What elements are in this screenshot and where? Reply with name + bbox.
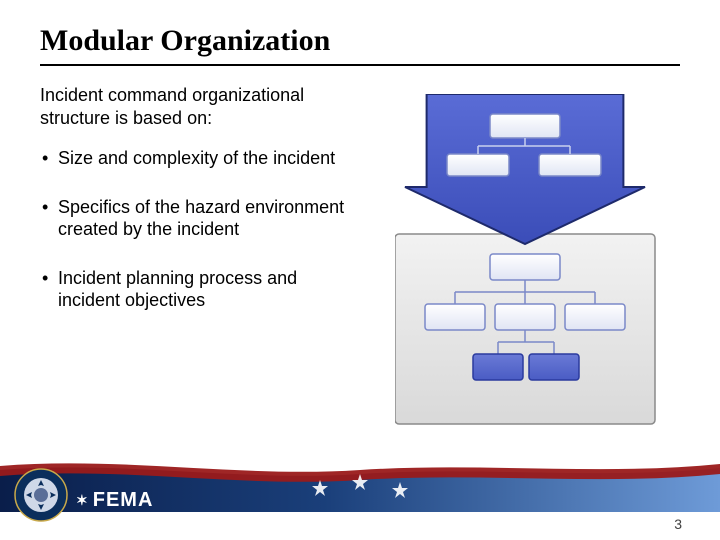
- bullet-item: Specifics of the hazard environment crea…: [40, 196, 360, 241]
- org-chart-graphic: [395, 94, 665, 434]
- fema-logo: ✶ FEMA: [76, 489, 153, 512]
- graphic-column: [380, 84, 680, 434]
- slide: Modular Organization Incident command or…: [0, 0, 720, 540]
- fema-logo-text: FEMA: [93, 489, 154, 512]
- dhs-seal-icon: [14, 468, 68, 522]
- page-number: 3: [674, 516, 682, 532]
- title-underline: [40, 64, 680, 66]
- star-icon: ✶: [76, 492, 89, 509]
- content-row: Incident command organizational structur…: [40, 84, 680, 434]
- text-column: Incident command organizational structur…: [40, 84, 360, 434]
- slide-title: Modular Organization: [40, 24, 680, 58]
- bullet-item: Size and complexity of the incident: [40, 147, 360, 170]
- intro-text: Incident command organizational structur…: [40, 84, 360, 129]
- bullet-item: Incident planning process and incident o…: [40, 267, 360, 312]
- bullet-list: Size and complexity of the incident Spec…: [40, 147, 360, 312]
